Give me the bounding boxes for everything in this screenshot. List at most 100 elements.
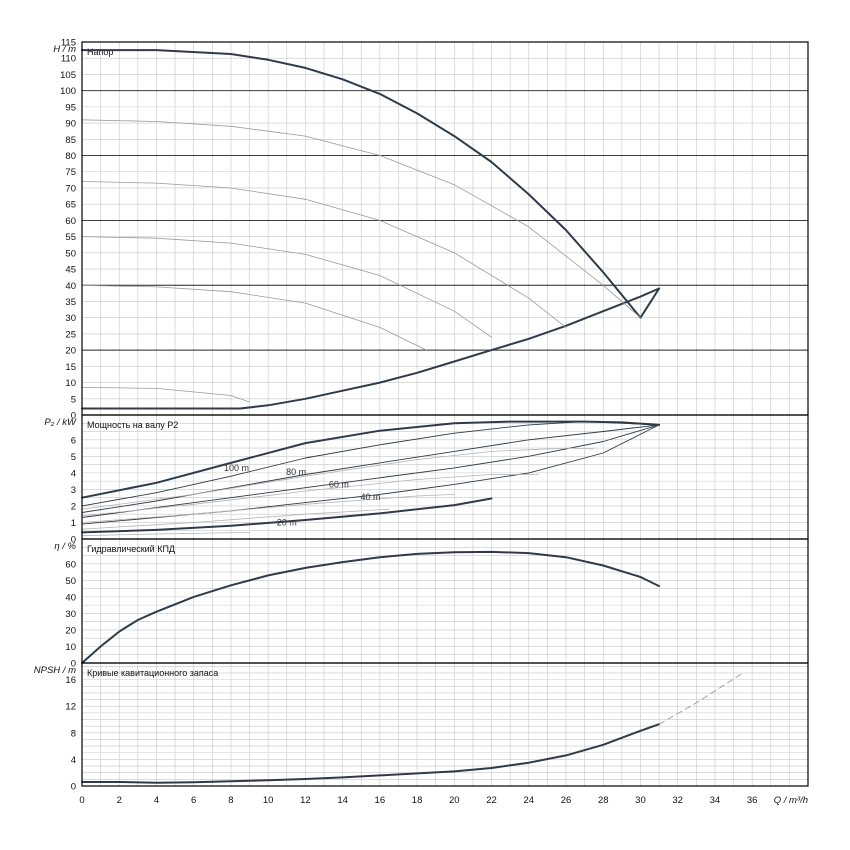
y-tick-label: 25 [65,329,76,340]
y-axis-label: NPSH / m [34,665,76,676]
y-tick-label: 30 [65,609,76,620]
series-line-speed [81,284,427,351]
panel-title: Гидравлический КПД [87,544,175,554]
y-tick-label: 100 [60,86,76,97]
curve-label: 80 m [286,467,306,477]
y-tick-label: 4 [71,755,76,766]
y-tick-label: 40 [65,281,76,292]
series-line-extrapolated [658,672,744,725]
curve-label: 60 m [329,479,349,489]
series-line-family [81,424,660,513]
y-tick-label: 10 [65,642,76,653]
x-tick-label: 28 [598,795,609,806]
curve-label: 100 m [224,463,249,473]
y-tick-label: 75 [65,167,76,178]
y-tick-label: 15 [65,362,76,373]
x-axis-label: Q / m³/h [774,795,808,806]
series-line-speed [81,386,250,403]
y-tick-label: 8 [71,728,76,739]
x-tick-label: 0 [79,795,84,806]
x-tick-label: 6 [191,795,196,806]
x-tick-label: 24 [523,795,534,806]
y-tick-label: 2 [71,501,76,512]
y-tick-label: 6 [71,435,76,446]
series-line-speed [81,236,492,338]
y-tick-label: 20 [65,625,76,636]
y-tick-label: 85 [65,135,76,146]
series-line-max [81,420,661,499]
series-line-speed [81,119,641,319]
series-line-max [81,49,661,319]
curve-label: 40 m [361,492,381,502]
y-tick-label: 0 [71,411,76,422]
y-tick-label: 40 [65,592,76,603]
series-line-max [81,550,661,664]
y-tick-label: 60 [65,216,76,227]
y-axis-label: P₂ / kW [44,417,77,428]
x-tick-label: 18 [412,795,423,806]
series-line-speed-grey [81,508,390,530]
x-tick-label: 8 [228,795,233,806]
y-tick-label: 50 [65,576,76,587]
x-tick-label: 32 [672,795,683,806]
x-tick-label: 10 [263,795,274,806]
x-tick-label: 22 [486,795,497,806]
y-tick-label: 1 [71,518,76,529]
series-line-speed [81,181,567,328]
y-tick-label: 0 [71,782,76,793]
x-tick-label: 4 [154,795,159,806]
panel-frame [81,414,809,540]
y-tick-label: 35 [65,297,76,308]
y-tick-label: 5 [71,394,76,405]
y-tick-label: 3 [71,485,76,496]
series-line-family [81,421,660,507]
y-tick-label: 0 [71,659,76,670]
series-line-min [81,497,493,534]
y-tick-label: 4 [71,468,76,479]
x-tick-label: 20 [449,795,460,806]
y-tick-label: 115 [61,38,76,49]
y-tick-label: 0 [71,535,76,546]
y-tick-label: 12 [65,702,76,713]
x-tick-label: 12 [300,795,311,806]
y-tick-label: 70 [65,183,76,194]
series-line-family [81,424,660,518]
series-line-speed-grey [81,474,539,517]
y-tick-label: 60 [65,559,76,570]
y-tick-label: 65 [65,200,76,211]
panel-frame [81,538,809,664]
y-tick-label: 20 [65,346,76,357]
panel-title: Кривые кавитационного запаса [87,668,218,678]
y-tick-label: 16 [65,675,76,686]
series-line-min [81,287,661,410]
series-line-speed-grey [81,532,250,537]
y-tick-label: 5 [71,452,76,463]
y-tick-label: 95 [65,102,76,113]
series-line-speed-grey [81,447,595,510]
y-tick-label: 10 [65,378,76,389]
curve-label: 20 m [277,517,297,527]
x-tick-label: 2 [117,795,122,806]
x-tick-label: 16 [375,795,386,806]
y-tick-label: 55 [65,232,76,243]
panel-frame [81,41,809,416]
y-axis-label: η / % [54,541,76,552]
x-tick-label: 36 [747,795,758,806]
y-tick-label: 90 [65,119,76,130]
y-tick-label: 50 [65,248,76,259]
panel-title: Мощность на валу P2 [87,420,178,430]
series-line-max [81,723,661,784]
y-tick-label: 45 [65,265,76,276]
y-tick-label: 105 [60,70,76,81]
panel-frame [81,662,809,787]
panel-title: Напор [87,47,113,57]
y-tick-label: 110 [61,54,76,65]
x-tick-label: 14 [337,795,348,806]
y-tick-label: 80 [65,151,76,162]
x-tick-label: 34 [710,795,721,806]
y-axis-label: H / m [53,44,76,55]
x-tick-label: 26 [561,795,572,806]
y-tick-label: 30 [65,313,76,324]
x-tick-label: 30 [635,795,646,806]
